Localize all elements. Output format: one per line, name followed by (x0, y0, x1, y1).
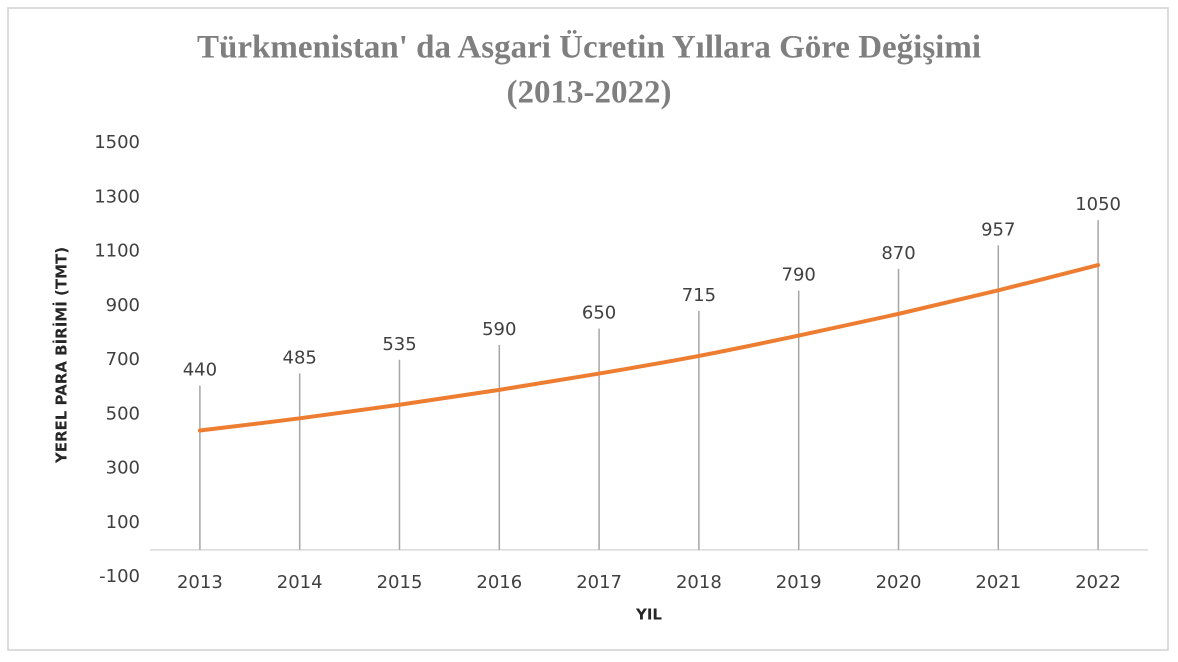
y-tick-label: 1500 (94, 132, 140, 153)
data-label: 790 (782, 265, 816, 286)
data-label: 650 (582, 303, 616, 324)
y-tick-label: 700 (106, 349, 140, 370)
data-label: 440 (183, 360, 217, 381)
y-tick-label: 300 (106, 458, 140, 479)
data-label: 715 (682, 285, 716, 306)
data-label: 1050 (1075, 194, 1121, 215)
data-label: 957 (981, 219, 1015, 240)
data-label: 535 (382, 334, 416, 355)
y-tick-label: -100 (99, 566, 140, 587)
line (197, 263, 1101, 433)
chart-title: (2013-2022) (507, 75, 672, 111)
y-tick-label: 1300 (94, 186, 140, 207)
data-label: 485 (283, 347, 317, 368)
x-tick-label: 2016 (476, 572, 522, 593)
chart-title: Türkmenistan' da Asgari Ücretin Yıllara … (197, 29, 981, 66)
y-axis-title: YEREL PARA BİRİMİ (TMT) (52, 247, 71, 464)
x-axis-title: YIL (635, 606, 662, 624)
x-tick-label: 2014 (277, 572, 323, 593)
chart-border (7, 7, 1169, 651)
y-tick-label: 1100 (94, 241, 140, 262)
y-tick-label: 100 (106, 512, 140, 533)
x-tick-label: 2020 (876, 572, 922, 593)
x-tick-label: 2019 (776, 572, 822, 593)
data-label: 870 (881, 243, 915, 264)
y-tick-label: 500 (106, 403, 140, 424)
x-tick-label: 2018 (676, 572, 722, 593)
x-tick-label: 2022 (1075, 572, 1121, 593)
x-tick-label: 2013 (177, 572, 223, 593)
x-tick-label: 2015 (377, 572, 423, 593)
y-tick-label: 900 (106, 295, 140, 316)
x-tick-label: 2017 (576, 572, 622, 593)
x-tick-label: 2021 (975, 572, 1021, 593)
data-label: 590 (482, 319, 516, 340)
